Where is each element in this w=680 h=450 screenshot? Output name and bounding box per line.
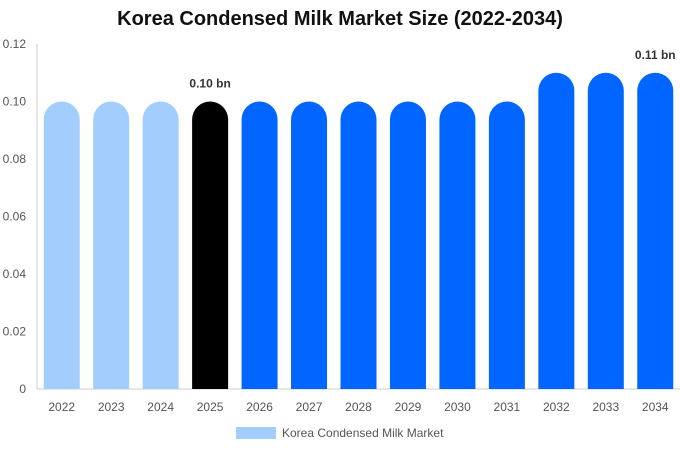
chart-title: Korea Condensed Milk Market Size (2022-2… bbox=[117, 8, 563, 30]
x-tick-label: 2030 bbox=[444, 400, 471, 414]
y-tick-label: 0.10 bbox=[3, 95, 27, 109]
legend: Korea Condensed Milk Market bbox=[236, 426, 444, 440]
x-tick-label: 2027 bbox=[296, 400, 323, 414]
bar-2029 bbox=[389, 101, 426, 389]
bar-2031 bbox=[488, 101, 525, 389]
data-label-2025: 0.10 bn bbox=[189, 77, 230, 91]
x-tick-label: 2033 bbox=[592, 400, 619, 414]
bars-group bbox=[43, 72, 674, 389]
x-tick-label: 2029 bbox=[395, 400, 422, 414]
x-tick-label: 2022 bbox=[48, 400, 75, 414]
bar-2025 bbox=[192, 101, 229, 389]
x-tick-label: 2024 bbox=[147, 400, 174, 414]
bar-2030 bbox=[439, 101, 476, 389]
y-tick-label: 0.12 bbox=[3, 37, 27, 51]
y-tick-label: 0.02 bbox=[3, 325, 27, 339]
y-tick-label: 0.06 bbox=[3, 210, 27, 224]
x-tick-label: 2026 bbox=[246, 400, 273, 414]
x-tick-label: 2025 bbox=[197, 400, 224, 414]
data-label-2034: 0.11 bn bbox=[635, 48, 676, 62]
x-tick-label: 2028 bbox=[345, 400, 372, 414]
bar-2022 bbox=[43, 101, 80, 389]
bar-2028 bbox=[340, 101, 377, 389]
y-tick-label: 0 bbox=[19, 382, 26, 396]
bar-2032 bbox=[538, 72, 575, 389]
x-tick-label: 2032 bbox=[543, 400, 570, 414]
x-axis-ticks: 2022 2023 2024 2025 2026 2027 2028 2029 2030 2031… bbox=[48, 400, 669, 414]
legend-swatch bbox=[236, 427, 276, 439]
x-tick-label: 2023 bbox=[98, 400, 125, 414]
bar-2027 bbox=[291, 101, 328, 389]
bar-2034 bbox=[637, 72, 674, 389]
bar-2024 bbox=[142, 101, 179, 389]
y-axis-ticks: 0 0.02 0.04 0.06 0.08 0.10 0.12 bbox=[3, 37, 27, 396]
bar-2026 bbox=[241, 101, 278, 389]
bar-2023 bbox=[93, 101, 130, 389]
y-tick-label: 0.08 bbox=[3, 152, 27, 166]
legend-label: Korea Condensed Milk Market bbox=[282, 426, 444, 440]
y-tick-label: 0.04 bbox=[3, 267, 27, 281]
bar-2033 bbox=[587, 72, 624, 389]
x-tick-label: 2031 bbox=[494, 400, 521, 414]
x-tick-label: 2034 bbox=[642, 400, 669, 414]
data-labels: 0.10 bn 0.11 bn bbox=[189, 48, 675, 91]
